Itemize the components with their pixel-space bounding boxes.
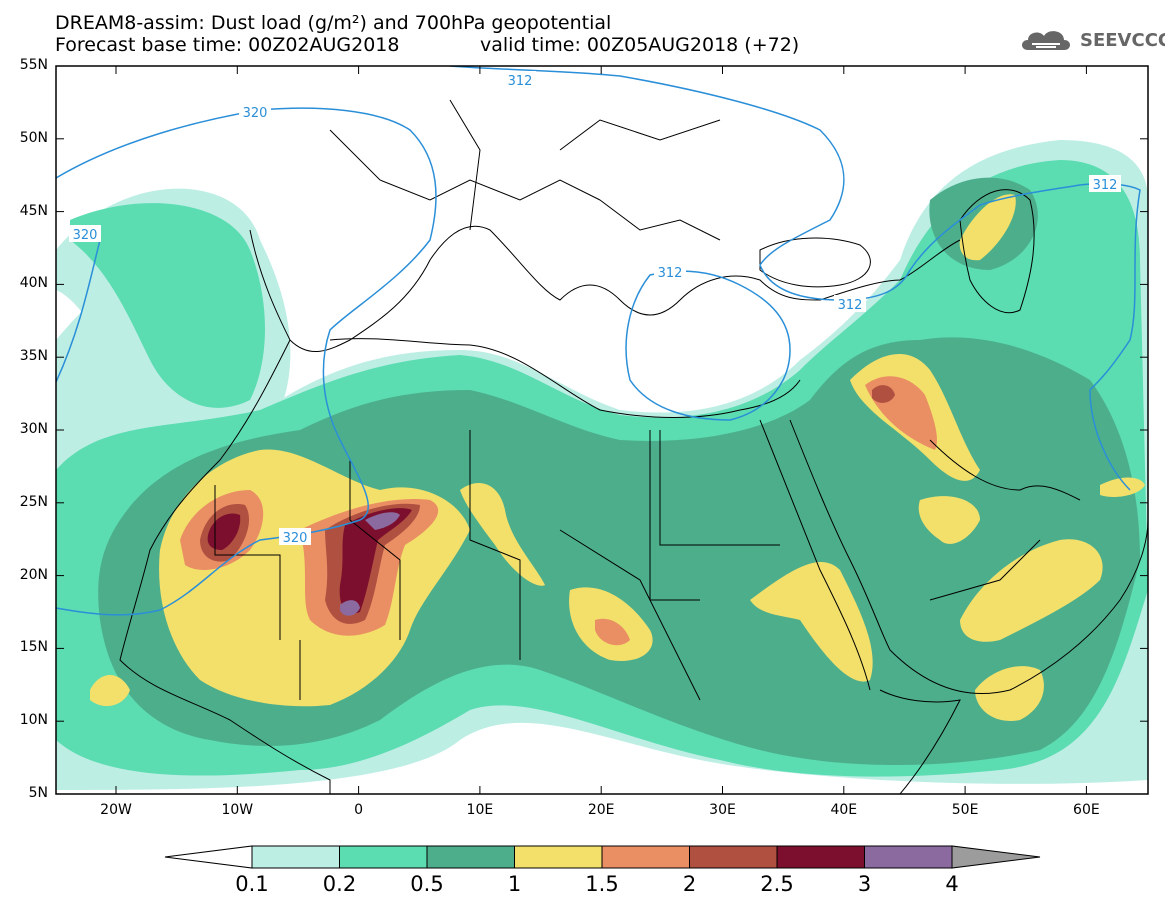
europe-borders (329, 99, 721, 241)
contour-312-europe (449, 66, 1141, 491)
dust-region-1-niger (460, 482, 545, 586)
lat-label: 45N (19, 202, 48, 219)
colorbar-label: 2.5 (760, 872, 794, 896)
contour-label: 320 (73, 228, 98, 243)
horn-of-africa (879, 689, 961, 794)
valid-time: valid time: 00Z05AUG2018 (+72) (480, 34, 800, 56)
dust-region-1-senegal (90, 675, 130, 707)
north-africa-coast (329, 338, 801, 418)
lat-label: 30N (19, 421, 48, 437)
red-sea-coast (759, 419, 891, 691)
lat-label: 10N (19, 712, 48, 729)
dust-region-2.5-west (207, 513, 241, 550)
lat-label: 25N (19, 493, 48, 510)
colorbar-segment (514, 845, 603, 869)
colorbar-label: 0.1 (235, 872, 269, 896)
colorbar-segment (339, 845, 428, 869)
colorbar-label: 0.5 (410, 872, 444, 896)
lon-label: 20W (100, 802, 132, 818)
lat-label: 55N (19, 57, 48, 73)
contour-320-north (56, 107, 437, 616)
colorbar-label: 3 (857, 872, 872, 896)
arabia-coast (889, 519, 1148, 695)
dust-region-1-sudan (750, 561, 873, 682)
europe-coastline (249, 225, 961, 353)
colorbar-label: 4 (945, 872, 959, 896)
contour-label-bg (834, 295, 866, 312)
dust-region-1-oman (960, 539, 1103, 642)
lon-label: 0 (354, 802, 364, 818)
colorbar-label: 0.2 (322, 872, 357, 896)
dust-region-1.5-chad (595, 618, 630, 646)
geopotential-contours (56, 66, 1141, 616)
map-title: DREAM8-assim: Dust load (g/m²) and 700hP… (55, 12, 612, 34)
lat-label: 35N (19, 348, 48, 365)
lon-label: 10W (221, 802, 254, 818)
contour-label-bg (504, 71, 536, 88)
dust-region-3-south (340, 600, 360, 616)
persian-gulf (929, 439, 1081, 501)
dust-region-1-yemen (975, 666, 1044, 721)
lon-label: 10E (466, 802, 494, 818)
colorbar (164, 845, 1041, 869)
contour-label: 320 (243, 106, 268, 121)
logo-text: SEEVCCC (1080, 29, 1165, 51)
contour-label: 312 (1093, 178, 1118, 193)
lon-label: 40E (830, 802, 858, 818)
country-borders (214, 430, 1041, 701)
colorbar-segment (864, 845, 953, 869)
lat-label: 15N (19, 639, 48, 656)
africa-coastline (119, 339, 331, 794)
axis-ticks (56, 65, 1148, 795)
lat-label: 40N (19, 275, 48, 292)
contour-320-west (56, 239, 101, 383)
forecast-base-time: Forecast base time: 00Z02AUG2018 (55, 34, 400, 56)
contour-label-bg (239, 103, 271, 120)
contour-label: 312 (508, 74, 533, 89)
colorbar-segment (426, 845, 515, 869)
lon-label: 20E (587, 802, 615, 818)
dust-region-2.5-central (339, 508, 412, 614)
contour-label-bg (279, 528, 311, 545)
dust-region-1-caspian (959, 194, 1016, 261)
colorbar-label: 1.5 (585, 872, 619, 896)
contour-label-bg (1089, 175, 1121, 192)
colorbar-overflow (951, 845, 1041, 869)
contour-label-bg (69, 225, 101, 242)
dust-region-2-iraq (872, 385, 895, 403)
contour-label-bg (654, 263, 686, 280)
caspian-sea (959, 189, 1035, 314)
colorbar-segment (601, 845, 690, 869)
dust-load-field (56, 140, 1148, 790)
lat-label: 5N (28, 785, 48, 801)
colorbar-segment (251, 845, 340, 869)
lat-label: 50N (19, 129, 48, 146)
seevccc-logo: SEEVCCC (1018, 22, 1165, 58)
colorbar-underflow (164, 845, 253, 869)
colorbar-label: 1 (507, 872, 522, 896)
dust-region-1-iran (1100, 477, 1145, 497)
coastlines-and-borders (119, 99, 1148, 794)
colorbar-segment (689, 845, 778, 869)
dust-region-3-central (365, 512, 400, 530)
lat-label: 20N (19, 566, 48, 583)
contour-label: 312 (838, 298, 863, 313)
cloud-icon (1022, 31, 1070, 50)
contour-312-turkey (625, 270, 791, 421)
dust-region-0.2-atlantic (70, 203, 265, 408)
contour-label: 312 (658, 266, 683, 281)
lon-label: 30E (709, 802, 736, 818)
colorbar-label: 2 (682, 872, 697, 896)
contour-label: 320 (283, 531, 308, 546)
lon-label: 50E (951, 802, 979, 818)
lon-label: 60E (1073, 802, 1100, 818)
colorbar-segment (776, 845, 865, 869)
contour-labels: 312 320 320 320 312 312 312 (69, 71, 1121, 546)
black-sea (759, 237, 871, 288)
dust-region-1-arabia (918, 496, 980, 544)
